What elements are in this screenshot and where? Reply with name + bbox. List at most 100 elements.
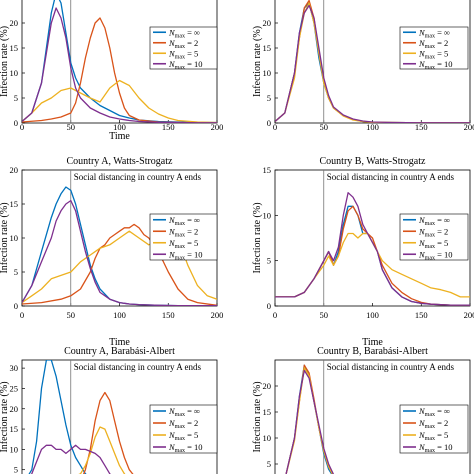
chart-title: Country A, Barabási-Albert	[64, 346, 175, 357]
series-line-3	[22, 7, 217, 123]
legend-box	[149, 213, 218, 261]
y-tick-label: 15	[263, 43, 272, 53]
panel-p00: 0 50 100 150 200 0 5 10 15 20 Time Infection rate (…	[0, 0, 223, 142]
legend-entry: Nmax = 10	[168, 59, 203, 71]
chart-title: Country B, Watts-Strogatz	[320, 156, 427, 167]
panel-p11: 0 50 100 150 200 0 5 10 15 Time Infection rate (%)…	[252, 156, 474, 348]
chart-title: Country B, Barabási-Albert	[317, 346, 428, 357]
legend-entry: Nmax = 5	[418, 238, 448, 250]
chart-title: Country A, Watts-Strogatz	[67, 156, 174, 167]
series-line-3	[22, 199, 217, 306]
legend-entry: Nmax = 10	[418, 59, 453, 71]
y-tick-label: 15	[10, 424, 19, 434]
y-tick-label: 20	[263, 381, 272, 391]
legend-entry: Nmax = 10	[168, 442, 203, 454]
x-tick-label: 200	[211, 122, 224, 132]
y-tick-label: 10	[10, 233, 19, 243]
social-distancing-annotation: Social distancing in country A ends	[327, 362, 455, 372]
social-distancing-annotation: Social distancing in country A ends	[74, 172, 202, 182]
y-tick-label: 0	[267, 118, 271, 128]
panel-p10: 0 50 100 150 200 0 5 10 15 20 Time Infection rate (…	[0, 156, 223, 348]
legend-entry: Nmax = 5	[418, 430, 448, 442]
series-line-3	[30, 444, 111, 474]
series-group	[285, 364, 335, 474]
legend-entry: Nmax = ∞	[418, 27, 450, 39]
series-group	[275, 192, 470, 306]
legend-entry: Nmax = ∞	[418, 406, 450, 418]
legend-entry: Nmax = 2	[168, 38, 198, 50]
y-tick-label: 5	[267, 459, 271, 469]
y-tick-label: 15	[10, 43, 19, 53]
legend-entry: Nmax = 10	[418, 442, 453, 454]
legend-entry: Nmax = 5	[168, 48, 198, 60]
legend-entry: Nmax = 2	[418, 418, 448, 430]
legend-entry: Nmax = 5	[168, 238, 198, 250]
y-tick-label: 5	[14, 465, 18, 474]
x-tick-label: 0	[273, 310, 277, 320]
legend-entry: Nmax = ∞	[418, 215, 450, 227]
series-line-3	[285, 369, 335, 474]
y-axis-label: Infection rate (%)	[0, 381, 10, 452]
y-tick-label: 0	[14, 118, 18, 128]
x-axis-label: Time	[362, 337, 383, 348]
y-tick-label: 30	[10, 363, 19, 373]
x-tick-label: 50	[67, 122, 76, 132]
legend-entry: Nmax = 10	[418, 249, 453, 261]
y-tick-label: 15	[263, 407, 272, 417]
y-tick-label: 15	[10, 199, 19, 209]
x-axis-label: Time	[109, 337, 130, 348]
series-line-2	[78, 426, 126, 474]
y-axis-label: Infection rate (%)	[252, 381, 263, 452]
x-tick-label: 100	[366, 310, 379, 320]
x-axis-label: Time	[109, 131, 130, 142]
x-tick-label: 150	[162, 122, 175, 132]
x-tick-label: 0	[273, 122, 277, 132]
x-tick-label: 200	[211, 310, 224, 320]
y-tick-label: 5	[14, 93, 18, 103]
x-tick-label: 0	[20, 310, 24, 320]
x-tick-label: 150	[162, 310, 175, 320]
y-tick-label: 25	[10, 383, 19, 393]
x-tick-label: 200	[464, 122, 474, 132]
series-line-1	[22, 17, 217, 123]
y-axis-label: Infection rate (%)	[252, 202, 263, 273]
series-line-1	[82, 391, 134, 474]
y-tick-label: 5	[267, 93, 271, 103]
x-tick-label: 200	[464, 310, 474, 320]
legend-box	[149, 404, 218, 454]
x-tick-label: 50	[67, 310, 76, 320]
x-tick-label: 100	[113, 310, 126, 320]
x-tick-label: 100	[113, 122, 126, 132]
y-tick-label: 0	[267, 301, 271, 311]
social-distancing-annotation: Social distancing in country A ends	[74, 362, 202, 372]
x-tick-label: 0	[20, 122, 24, 132]
y-tick-label: 5	[14, 267, 18, 277]
legend-entry: Nmax = 2	[418, 38, 448, 50]
y-tick-label: 5	[267, 256, 271, 266]
y-tick-label: 20	[10, 404, 19, 414]
y-tick-label: 0	[14, 301, 18, 311]
legend-entry: Nmax = 5	[168, 430, 198, 442]
x-tick-label: 150	[415, 310, 428, 320]
y-axis-label: Infection rate (%)	[0, 202, 10, 273]
series-line-0	[28, 360, 87, 474]
axes-frame	[274, 359, 471, 474]
series-line-2	[22, 79, 217, 123]
y-tick-label: 10	[10, 444, 19, 454]
legend-box	[149, 26, 218, 70]
legend-entry: Nmax = 2	[418, 226, 448, 238]
series-group	[275, 0, 470, 123]
y-tick-label: 20	[263, 18, 272, 28]
legend-entry: Nmax = ∞	[168, 27, 200, 39]
y-tick-label: 20	[10, 18, 19, 28]
series-line-3	[275, 4, 470, 123]
series-line-3	[275, 192, 470, 306]
x-tick-label: 50	[320, 122, 329, 132]
